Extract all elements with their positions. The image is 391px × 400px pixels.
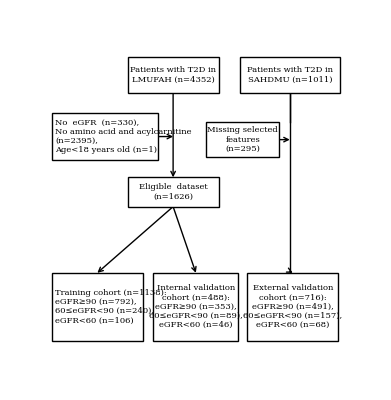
Text: Training cohort (n=1138):
eGFR≥90 (n=792),
60≤eGFR<90 (n=240),
eGFR<60 (n=106): Training cohort (n=1138): eGFR≥90 (n=792… xyxy=(55,289,167,324)
FancyBboxPatch shape xyxy=(153,273,238,341)
FancyBboxPatch shape xyxy=(128,57,219,93)
Text: No  eGFR  (n=330),
No amino acid and acylcarnitine
(n=2395),
Age<18 years old (n: No eGFR (n=330), No amino acid and acylc… xyxy=(55,119,192,154)
Text: External validation
cohort (n=716):
eGFR≥90 (n=491),
60≤eGFR<90 (n=157),
eGFR<60: External validation cohort (n=716): eGFR… xyxy=(243,284,343,329)
FancyBboxPatch shape xyxy=(206,122,279,157)
Text: Internal validation
cohort (n=488):
eGFR≥90 (n=353),
60≤eGFR<90 (n=89),
eGFR<60 : Internal validation cohort (n=488): eGFR… xyxy=(149,284,243,329)
FancyBboxPatch shape xyxy=(52,273,143,341)
FancyBboxPatch shape xyxy=(128,177,219,207)
FancyBboxPatch shape xyxy=(240,57,340,93)
Text: Patients with T2D in
SAHDMU (n=1011): Patients with T2D in SAHDMU (n=1011) xyxy=(247,66,333,84)
Text: Eligible  dataset
(n=1626): Eligible dataset (n=1626) xyxy=(139,183,208,200)
FancyBboxPatch shape xyxy=(52,113,158,160)
FancyBboxPatch shape xyxy=(248,273,338,341)
Text: Patients with T2D in
LMUFAH (n=4352): Patients with T2D in LMUFAH (n=4352) xyxy=(130,66,216,84)
Text: Missing selected
features
(n=295): Missing selected features (n=295) xyxy=(208,126,278,153)
